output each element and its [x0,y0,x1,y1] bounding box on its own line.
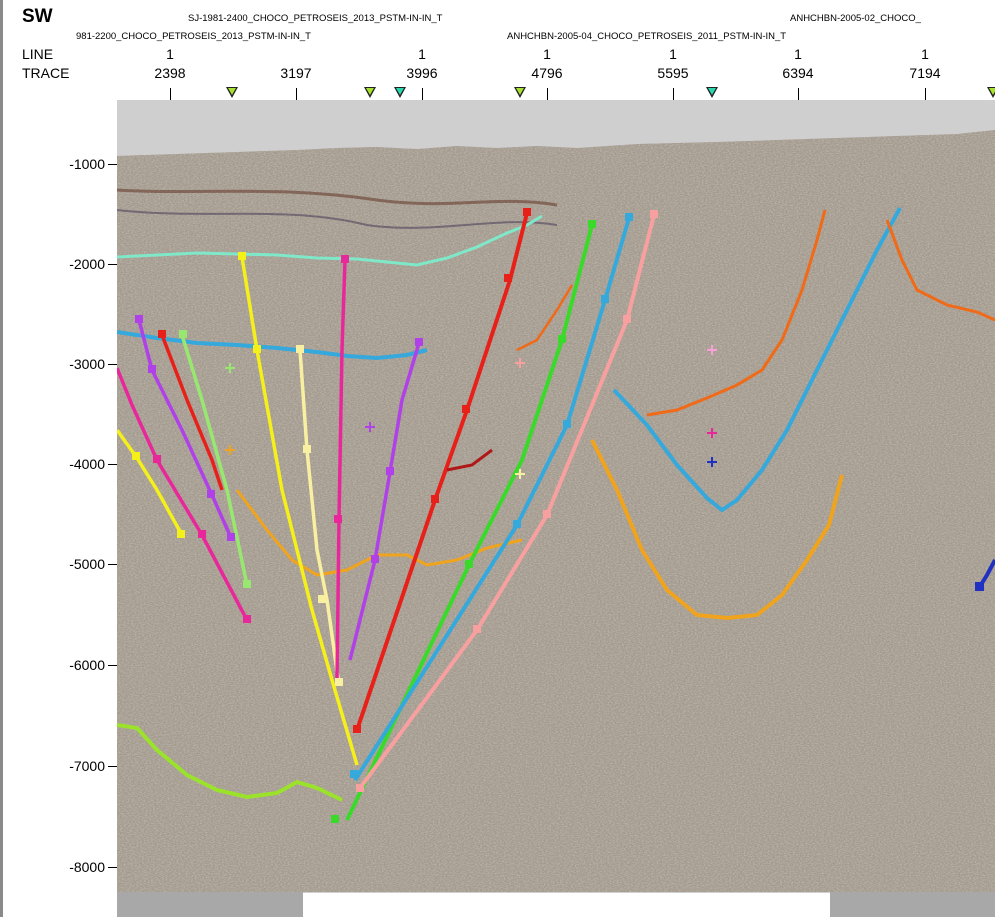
trace-value: 2398 [154,65,186,81]
scrollbar-track-right[interactable] [830,892,995,917]
fault-yellow-left[interactable] [117,428,184,536]
line-name-1: SJ-1981-2400_CHOCO_PETROSEIS_2013_PSTM-I… [188,13,443,24]
depth-axis-label: -7000 [69,758,105,774]
horizon-dark-orange-right[interactable] [885,219,995,322]
trace-value: 4796 [531,65,563,81]
depth-axis-label: -6000 [69,657,105,673]
trace-tick [170,88,171,100]
scrollbar-track-left[interactable] [117,892,303,917]
fault-magenta-center[interactable] [335,259,347,681]
horizon-green-deep[interactable] [117,723,343,802]
depth-axis-tick [108,464,117,465]
depth-axis-tick [108,867,117,868]
depth-axis-label: -5000 [69,556,105,572]
trace-value: 6394 [782,65,814,81]
horizon-dark-orange-short[interactable] [516,284,574,352]
fault-yellow-center[interactable] [240,256,359,766]
line-intersection-marker-icon[interactable] [706,87,718,98]
seismic-section-view[interactable] [117,100,995,892]
trace-tick [296,88,297,100]
depth-axis-tick [108,665,117,666]
line-name-3: ANHCHBN-2005-04_CHOCO_PETROSEIS_2011_PST… [507,31,787,42]
seismic-amplitude-image [117,130,995,892]
line-intersection-marker-icon[interactable] [394,87,406,98]
line-value: 1 [166,46,174,62]
well-intersection-marker-icon[interactable] [514,87,526,98]
depth-axis-label: -3000 [69,356,105,372]
trace-tick [422,88,423,100]
well-intersection-marker-icon[interactable] [364,87,376,98]
well-pick-markers [225,345,717,479]
fault-purple-left[interactable] [137,319,234,541]
line-value: 1 [794,46,802,62]
depth-axis-tick [108,766,117,767]
depth-axis-tick [108,264,117,265]
trace-row-label: TRACE [22,65,70,81]
line-value: 1 [543,46,551,62]
line-value: 1 [669,46,677,62]
depth-axis-tick [108,364,117,365]
scrollbar-thumb[interactable] [303,892,830,917]
trace-value: 3197 [280,65,312,81]
depth-axis-label: -1000 [69,156,105,172]
trace-value: 3996 [406,65,438,81]
depth-axis-tick [108,564,117,565]
direction-label: SW [22,6,53,27]
line-name-4: ANHCHBN-2005-02_CHOCO_ [790,13,921,24]
horizon-blue-syncline[interactable] [612,207,902,513]
trace-value: 5595 [657,65,689,81]
depth-axis-label: -8000 [69,859,105,875]
well-intersection-marker-icon[interactable] [226,87,238,98]
line-name-2: 981-2200_CHOCO_PETROSEIS_2013_PSTM-IN-IN… [76,31,311,42]
fault-red-left[interactable] [160,334,224,491]
window-left-border [0,0,3,917]
trace-tick [925,88,926,100]
trace-tick [798,88,799,100]
trace-value: 7194 [909,65,941,81]
trace-tick [673,88,674,100]
trace-tick [547,88,548,100]
horizon-top-cyan[interactable] [117,214,543,267]
depth-axis-label: -2000 [69,256,105,272]
horizon-dark-orange[interactable] [646,209,827,417]
section-header: SW SJ-1981-2400_CHOCO_PETROSEIS_2013_PST… [0,0,995,100]
line-value: 1 [418,46,426,62]
horizon-orange-deep-right[interactable] [590,439,844,621]
depth-axis-label: -4000 [69,456,105,472]
line-value: 1 [921,46,929,62]
fault-control-points [132,208,984,823]
fault-lightgreen-left[interactable] [180,334,249,586]
line-row-label: LINE [22,46,54,62]
fault-green-center[interactable] [345,224,594,821]
fault-darkred-branch[interactable] [446,448,493,472]
fault-paleyellow-center[interactable] [298,349,341,686]
depth-axis-tick [108,164,117,165]
well-intersection-marker-icon[interactable] [987,87,995,98]
